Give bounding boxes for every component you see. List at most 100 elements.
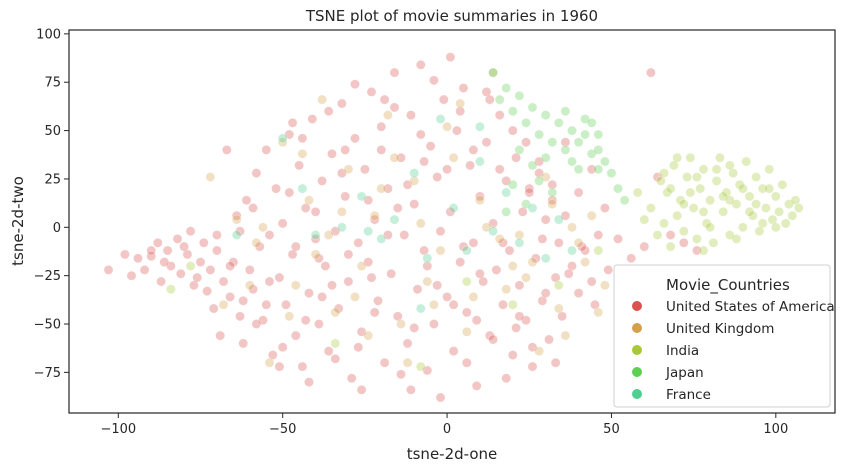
- scatter-point: [527, 203, 538, 213]
- scatter-point: [376, 233, 387, 244]
- scatter-point: [428, 299, 439, 310]
- scatter-point: [705, 195, 715, 206]
- scatter-point: [310, 249, 321, 260]
- scatter-point: [435, 226, 446, 237]
- scatter-point: [747, 210, 758, 221]
- scatter-point: [465, 160, 475, 171]
- scatter-point: [382, 110, 393, 120]
- scatter-point: [350, 133, 360, 144]
- scatter-point: [409, 322, 420, 333]
- scatter-point: [606, 168, 617, 178]
- scatter-point: [277, 137, 288, 148]
- scatter-point: [507, 350, 518, 360]
- scatter-point: [573, 288, 584, 298]
- scatter-point: [405, 384, 416, 395]
- scatter-point: [238, 295, 249, 306]
- scatter-point: [396, 319, 406, 329]
- scatter-point: [468, 237, 479, 248]
- scatter-point: [251, 319, 262, 329]
- scatter-point: [494, 233, 505, 244]
- scatter-point: [603, 264, 614, 275]
- scatter-point: [225, 291, 235, 302]
- scatter-point: [692, 172, 702, 182]
- scatter-point: [277, 218, 288, 229]
- x-tick-label: −50: [269, 422, 296, 437]
- scatter-point: [685, 152, 696, 163]
- scatter-point: [498, 237, 508, 248]
- scatter-point: [777, 179, 788, 190]
- scatter-point: [514, 237, 525, 248]
- scatter-point: [172, 233, 183, 244]
- scatter-point: [281, 299, 291, 310]
- scatter-point: [567, 125, 577, 136]
- x-axis-label: tsne-2d-one: [407, 445, 498, 463]
- scatter-point: [698, 164, 709, 175]
- scatter-point: [215, 330, 226, 341]
- scatter-point: [304, 195, 314, 206]
- scatter-point: [317, 175, 327, 186]
- scatter-point: [534, 175, 544, 186]
- scatter-point: [290, 280, 301, 291]
- scatter-point: [415, 218, 426, 229]
- scatter-point: [389, 152, 400, 163]
- scatter-point: [524, 187, 535, 198]
- scatter-point: [504, 245, 515, 256]
- scatter-point: [428, 75, 439, 86]
- scatter-point: [218, 276, 229, 287]
- scatter-point: [435, 114, 446, 124]
- scatter-point: [764, 183, 775, 194]
- scatter-point: [534, 346, 544, 356]
- scatter-point: [251, 237, 262, 248]
- scatter-point: [442, 291, 452, 302]
- scatter-point: [409, 199, 420, 209]
- scatter-point: [307, 114, 318, 124]
- scatter-point: [284, 187, 295, 198]
- scatter-point: [678, 226, 689, 237]
- scatter-point: [264, 276, 275, 287]
- scatter-point: [211, 245, 222, 256]
- scatter-point: [573, 164, 584, 175]
- scatter-point: [310, 230, 321, 240]
- scatter-point: [415, 361, 426, 372]
- scatter-point: [511, 322, 521, 333]
- scatter-point: [343, 276, 354, 287]
- scatter-point: [409, 168, 420, 178]
- scatter-point: [708, 237, 719, 248]
- scatter-point: [471, 380, 482, 391]
- scatter-point: [560, 137, 571, 148]
- scatter-point: [271, 183, 281, 194]
- x-tick-label: 100: [763, 422, 788, 437]
- scatter-point: [323, 346, 334, 356]
- scatter-point: [261, 144, 272, 155]
- scatter-point: [593, 164, 604, 175]
- scatter-point: [514, 144, 525, 155]
- scatter-point: [254, 241, 265, 252]
- scatter-point: [274, 272, 285, 283]
- scatter-point: [540, 253, 551, 264]
- scatter-point: [248, 203, 258, 213]
- scatter-point: [317, 291, 327, 302]
- scatter-point: [586, 117, 597, 128]
- scatter-point: [290, 330, 301, 341]
- scatter-point: [152, 237, 163, 248]
- scatter-point: [336, 206, 347, 217]
- scatter-point: [379, 357, 390, 368]
- series-united-states-of-america: [103, 52, 702, 403]
- scatter-point: [494, 164, 505, 175]
- scatter-point: [501, 187, 512, 198]
- scatter-point: [179, 241, 189, 252]
- scatter-point: [553, 237, 564, 248]
- scatter-point: [389, 67, 400, 78]
- scatter-point: [698, 245, 709, 256]
- scatter-point: [646, 67, 656, 78]
- scatter-point: [695, 183, 706, 194]
- legend-label: India: [666, 343, 699, 359]
- scatter-point: [550, 357, 561, 368]
- scatter-point: [646, 203, 656, 213]
- scatter-point: [389, 214, 400, 225]
- scatter-point: [764, 164, 775, 175]
- scatter-point: [258, 222, 268, 233]
- scatter-point: [501, 83, 512, 93]
- x-tick-label: 0: [443, 422, 451, 437]
